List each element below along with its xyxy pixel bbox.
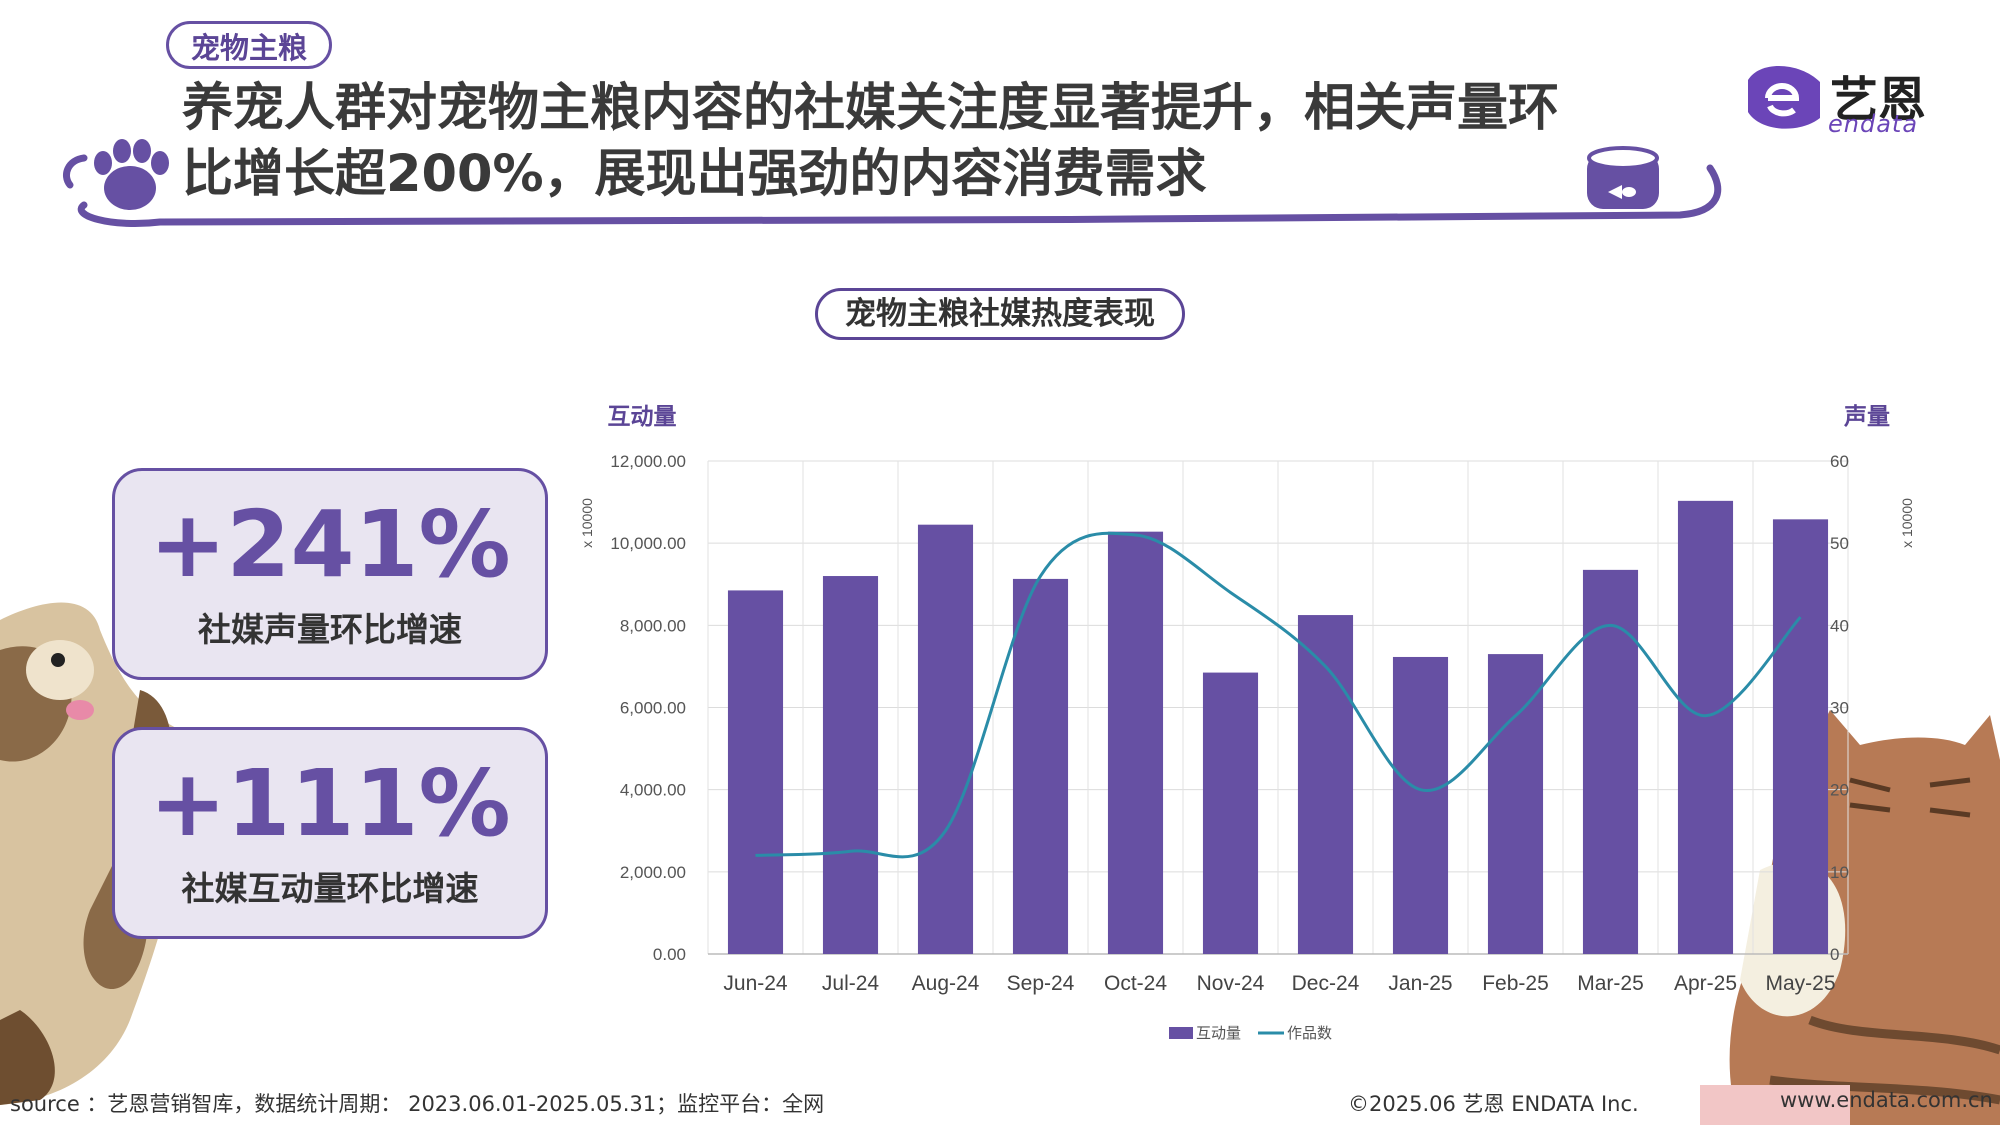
y-tick-label: 12,000.00 bbox=[610, 452, 686, 471]
title-line-1: 养宠人群对宠物主粮内容的社媒关注度显著提升，相关声量环 bbox=[182, 79, 1560, 138]
y-tick-label: 0.00 bbox=[653, 945, 686, 964]
legend-swatch-bar bbox=[1169, 1027, 1193, 1039]
x-tick-label: Jun-24 bbox=[723, 972, 788, 995]
bar bbox=[917, 524, 974, 954]
bar bbox=[727, 590, 784, 954]
pet-bowl-icon bbox=[1587, 146, 1659, 209]
y-axis-title: 互动量 bbox=[608, 403, 677, 429]
bar bbox=[1677, 500, 1734, 954]
y2-tick-label: 30 bbox=[1830, 699, 1849, 718]
logo-subtext: endata bbox=[1828, 110, 1919, 138]
y2-tick-label: 0 bbox=[1830, 945, 1839, 964]
bar bbox=[1107, 531, 1164, 954]
y2-tick-label: 40 bbox=[1830, 616, 1849, 635]
y-axis-unit: x 10000 bbox=[579, 498, 595, 548]
y2-tick-label: 50 bbox=[1830, 534, 1849, 553]
x-tick-label: Feb-25 bbox=[1482, 972, 1549, 995]
y2-axis-unit: x 10000 bbox=[1899, 498, 1915, 548]
website-link[interactable]: www.endata.com.cn bbox=[1780, 1088, 1993, 1112]
y-tick-label: 4,000.00 bbox=[620, 781, 686, 800]
stat-card-volume: +241% 社媒声量环比增速 bbox=[112, 468, 548, 680]
stat-value-volume: +241% bbox=[149, 491, 511, 598]
stat-label-volume: 社媒声量环比增速 bbox=[198, 610, 462, 649]
logo-text: 艺恩 bbox=[1830, 72, 1927, 128]
x-tick-label: Mar-25 bbox=[1577, 972, 1644, 995]
bar bbox=[1772, 519, 1829, 954]
y-tick-label: 2,000.00 bbox=[620, 863, 686, 882]
x-tick-label: Oct-24 bbox=[1104, 972, 1167, 995]
x-tick-label: May-25 bbox=[1765, 972, 1835, 995]
x-tick-label: Apr-25 bbox=[1674, 972, 1737, 995]
chart-legend: 互动量 作品数 bbox=[1169, 1025, 1332, 1042]
y2-tick-label: 60 bbox=[1830, 452, 1849, 471]
endata-logo-icon bbox=[1748, 65, 1820, 129]
y2-axis-title: 声量 bbox=[1844, 403, 1890, 429]
legend-label-line: 作品数 bbox=[1287, 1025, 1332, 1042]
x-tick-label: Jul-24 bbox=[822, 972, 880, 995]
page-title: 养宠人群对宠物主粮内容的社媒关注度显著提升，相关声量环 比增长超200%，展现出… bbox=[182, 76, 1712, 208]
copyright: ©2025.06 艺恩 ENDATA Inc. bbox=[1348, 1092, 1639, 1116]
y-tick-label: 10,000.00 bbox=[610, 534, 686, 553]
y2-tick-label: 10 bbox=[1830, 863, 1849, 882]
stat-label-interaction: 社媒互动量环比增速 bbox=[181, 869, 479, 908]
bar bbox=[1392, 656, 1449, 954]
bar bbox=[1202, 672, 1259, 954]
title-decoration bbox=[63, 65, 1820, 228]
x-tick-label: Nov-24 bbox=[1197, 972, 1265, 995]
x-tick-label: Jan-25 bbox=[1388, 972, 1452, 995]
x-tick-label: Aug-24 bbox=[912, 972, 980, 995]
bar bbox=[1487, 654, 1544, 954]
x-tick-label: Sep-24 bbox=[1007, 972, 1075, 995]
y2-tick-label: 20 bbox=[1830, 781, 1849, 800]
bar bbox=[1297, 615, 1354, 954]
title-line-2: 比增长超200%，展现出强劲的内容消费需求 bbox=[182, 145, 1207, 204]
paw-icon bbox=[94, 139, 169, 210]
y-tick-label: 8,000.00 bbox=[620, 616, 686, 635]
bar bbox=[1012, 578, 1069, 954]
x-tick-label: Dec-24 bbox=[1292, 972, 1360, 995]
bar bbox=[822, 576, 879, 954]
legend-label-bar: 互动量 bbox=[1196, 1025, 1241, 1042]
source-note: source ：艺恩营销智库，数据统计周期： 2023.06.01-2025.0… bbox=[10, 1092, 825, 1116]
series-line bbox=[755, 531, 1802, 859]
chart-title: 宠物主粮社媒热度表现 bbox=[815, 288, 1185, 340]
section-tag: 宠物主粮 bbox=[166, 21, 332, 69]
stat-value-interaction: +111% bbox=[149, 750, 511, 857]
y-tick-label: 6,000.00 bbox=[620, 699, 686, 718]
stat-card-interaction: +111% 社媒互动量环比增速 bbox=[112, 727, 548, 939]
bar bbox=[1582, 569, 1639, 954]
